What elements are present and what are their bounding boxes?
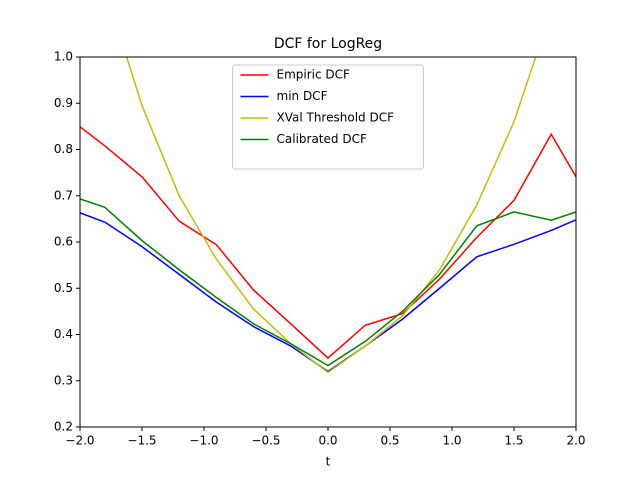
plot-lines [80,57,576,374]
series-line [80,198,576,367]
chart-title: DCF for LogReg [274,36,382,52]
legend-label: Empiric DCF [277,68,351,82]
x-tick-label: 2.0 [566,434,585,448]
series-line [80,126,576,360]
y-tick-label: 0.3 [54,373,73,387]
y-tick-label: 1.0 [54,50,73,64]
x-tick-label: −0.5 [251,434,280,448]
y-tick-label: 0.4 [54,327,73,341]
y-tick-label: 0.7 [54,188,73,202]
legend-label: XVal Threshold DCF [277,111,395,125]
y-tick-label: 0.8 [54,142,73,156]
x-tick-label: −2.0 [65,434,94,448]
legend-label: min DCF [277,89,328,103]
x-axis-label: t [326,455,331,469]
y-tick-label: 0.6 [54,235,73,249]
x-tick-label: 1.5 [504,434,523,448]
legend-label: Calibrated DCF [277,132,367,146]
x-tick-label: 1.0 [442,434,461,448]
legend-box [232,64,424,170]
x-tick-label: −1.5 [127,434,156,448]
x-tick-label: 0.0 [318,434,337,448]
x-tick-label: 0.5 [380,434,399,448]
y-tick-label: 0.5 [54,281,73,295]
series-line [125,57,537,374]
y-tick-label: 0.9 [54,96,73,110]
y-tick-label: 0.2 [54,420,73,434]
x-tick-label: −1.0 [189,434,218,448]
